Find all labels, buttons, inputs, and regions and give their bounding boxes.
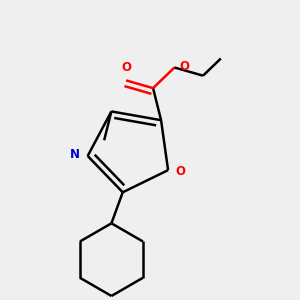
Text: O: O bbox=[180, 60, 190, 73]
Text: O: O bbox=[121, 61, 131, 74]
Text: O: O bbox=[176, 165, 185, 178]
Text: N: N bbox=[69, 148, 80, 161]
